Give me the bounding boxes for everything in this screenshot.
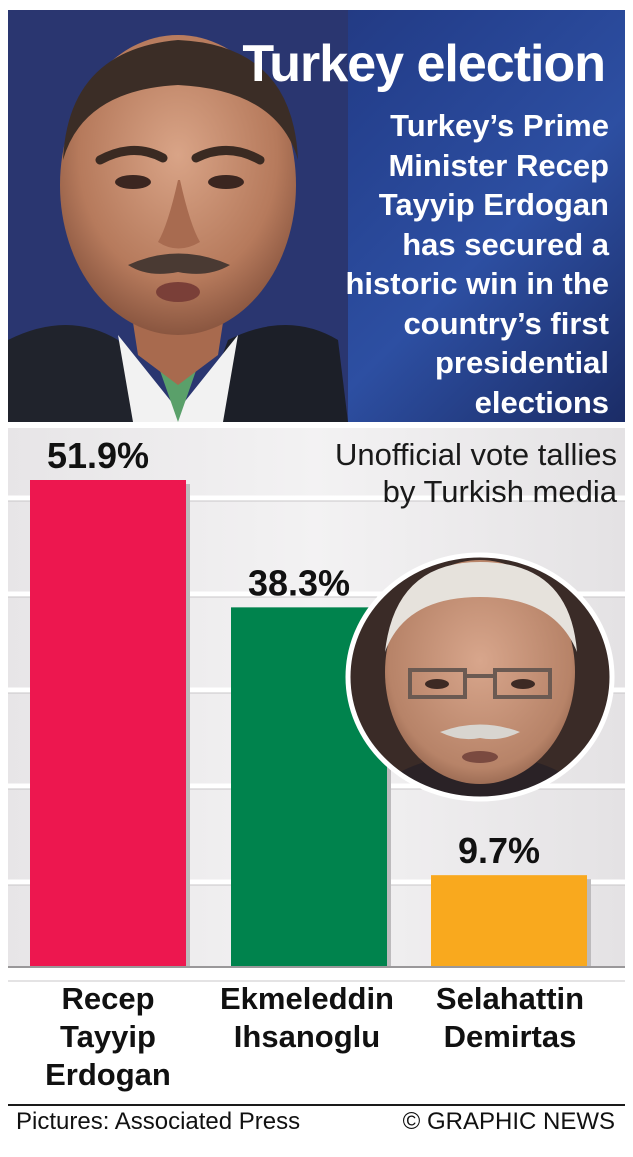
category-label-line: Tayyip: [60, 1019, 156, 1054]
category-label-line: Ekmeleddin: [220, 981, 394, 1016]
footer-divider: [8, 1104, 625, 1106]
ihsanoglu-photo: [345, 552, 615, 802]
category-label-line: Erdogan: [45, 1057, 171, 1092]
category-label-ihsanoglu: Ekmeleddin Ihsanoglu: [204, 980, 410, 1056]
category-label-erdogan: Recep Tayyip Erdogan: [20, 980, 196, 1094]
bar-2: [431, 875, 587, 966]
category-label-line: Selahattin: [435, 981, 585, 1016]
chart-note: Unofficial vote tallies by Turkish media: [335, 436, 617, 510]
value-label-0: 51.9%: [47, 435, 149, 476]
category-label-line: Demirtas: [443, 1019, 577, 1054]
value-label-2: 9.7%: [458, 830, 540, 871]
erdogan-photo: [8, 10, 348, 422]
category-label-line: Ihsanoglu: [233, 1019, 381, 1054]
chart-note-line-1: Unofficial vote tallies: [334, 437, 617, 472]
page-subtitle: Turkey’s Prime Minister Recep Tayyip Erd…: [345, 108, 609, 420]
category-label-demirtas: Selahattin Demirtas: [415, 980, 605, 1056]
value-label-1: 38.3%: [248, 562, 350, 603]
category-label-line: Recep: [61, 981, 155, 1016]
photo-credit: Pictures: Associated Press: [16, 1108, 301, 1135]
header-panel: Turkey election Turkey’s Prime Minister …: [8, 10, 625, 422]
bar-0: [30, 480, 186, 966]
chart-note-line-2: by Turkish media: [382, 474, 617, 509]
page-title: Turkey election: [242, 35, 606, 93]
source-credit: © GRAPHIC NEWS: [402, 1108, 615, 1135]
